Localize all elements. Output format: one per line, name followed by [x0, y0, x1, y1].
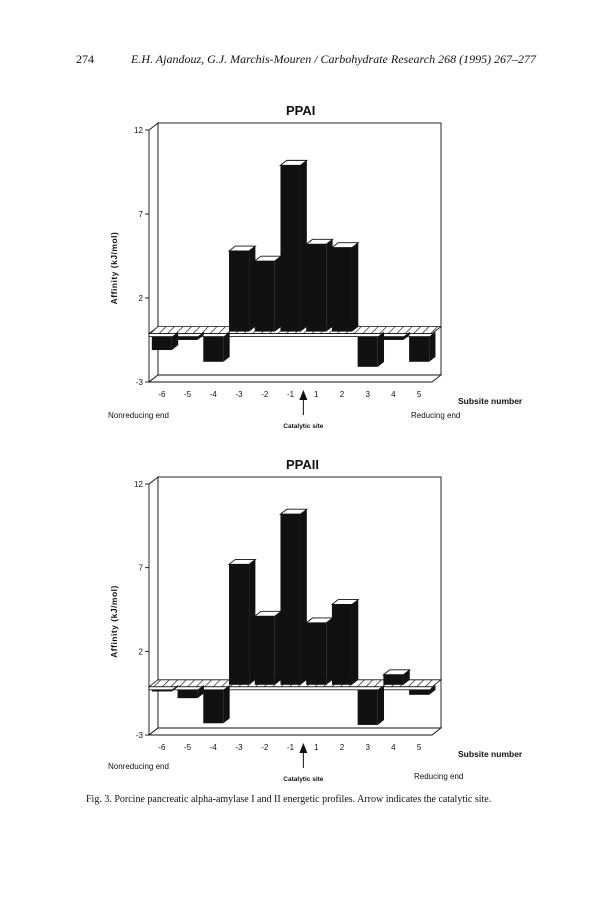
nonreducing-end-label: Nonreducing end [108, 762, 169, 771]
bar [151, 689, 172, 692]
bar [280, 514, 301, 685]
floor [147, 727, 443, 736]
chart-title-ppaii: PPAII [286, 457, 319, 472]
bar-side [197, 684, 204, 699]
bar [254, 261, 275, 332]
bar-side [326, 617, 333, 685]
y-tick-label: 2 [139, 647, 144, 656]
bar-side [377, 331, 385, 367]
bar [177, 689, 198, 699]
catalytic-site-label: Catalytic site [283, 423, 323, 430]
x-tick-label: 5 [417, 390, 422, 399]
reducing-end-label: Reducing end [414, 772, 463, 781]
y-axis-label: Affinity (kJ/mol) [109, 585, 119, 658]
x-tick-label: 3 [365, 743, 370, 752]
x-tick-label: 2 [340, 390, 345, 399]
x-axis-label: Subsite number [458, 749, 523, 759]
bar-side [249, 246, 256, 332]
bar-side [403, 669, 410, 685]
x-tick-label: 5 [417, 743, 422, 752]
bar [331, 604, 352, 685]
bar-side [197, 331, 204, 340]
x-tick-label: -4 [210, 743, 218, 752]
x-tick-label: 1 [314, 390, 319, 399]
x-tick-label: -4 [210, 390, 218, 399]
x-tick-label: -6 [158, 390, 166, 399]
bar [331, 247, 352, 332]
bar [254, 616, 275, 685]
bar-side [223, 684, 230, 724]
reducing-end-label: Reducing end [411, 411, 460, 420]
x-axis-label: Subsite number [458, 396, 523, 406]
x-tick-label: 3 [365, 390, 370, 399]
bar [357, 336, 378, 367]
catalytic-arrow-head [299, 743, 308, 753]
y-tick-label: -3 [136, 731, 144, 740]
bar-side [223, 331, 230, 362]
x-tick-label: -2 [261, 390, 269, 399]
y-tick-label: 7 [139, 210, 144, 219]
x-tick-label: -3 [235, 743, 243, 752]
floor [147, 374, 443, 383]
x-tick-label: 4 [391, 390, 396, 399]
bar-side [300, 509, 307, 685]
zero-plane-front [148, 686, 433, 691]
bar [409, 336, 430, 362]
bar [280, 165, 301, 332]
bar-side [274, 611, 282, 685]
bar-side [377, 684, 385, 725]
y-axis-label: Affinity (kJ/mol) [109, 232, 119, 305]
y-tick-label: 7 [139, 564, 144, 573]
bar [177, 336, 198, 340]
chart-title-ppai: PPAI [286, 103, 316, 118]
bar [229, 564, 250, 685]
x-tick-label: -5 [184, 743, 192, 752]
y-tick-label: 12 [134, 480, 143, 489]
x-tick-label: 4 [391, 743, 396, 752]
y-tick-label: 2 [139, 294, 144, 303]
bar-side [429, 684, 436, 695]
zero-plane-front [148, 333, 433, 338]
bar [357, 689, 378, 725]
bar-side [351, 242, 359, 332]
x-tick-label: 2 [340, 743, 345, 752]
journal-citation: E.H. Ajandouz, G.J. Marchis-Mouren / Car… [131, 52, 537, 66]
page-number: 274 [76, 52, 94, 66]
x-tick-label: 1 [314, 743, 319, 752]
bar [229, 250, 250, 332]
x-tick-label: -5 [184, 390, 192, 399]
bar-side [403, 331, 410, 340]
left-wall [148, 476, 159, 736]
catalytic-site-label: Catalytic site [283, 776, 323, 783]
y-tick-label: 12 [134, 126, 143, 135]
bar-side [429, 331, 436, 362]
bar-side [249, 559, 256, 685]
x-tick-label: -1 [287, 743, 295, 752]
figure-caption: Fig. 3. Porcine pancreatic alpha-amylase… [86, 794, 492, 805]
bar [203, 689, 224, 724]
bar [383, 674, 404, 685]
bar [203, 336, 224, 362]
x-tick-label: -6 [158, 743, 166, 752]
bar-side [171, 331, 179, 351]
bar [151, 336, 172, 351]
bar [409, 689, 430, 695]
bar-side [171, 684, 179, 692]
catalytic-arrow-head [299, 390, 308, 400]
x-tick-label: -1 [287, 390, 295, 399]
x-tick-label: -3 [235, 390, 243, 399]
y-tick-label: -3 [136, 378, 144, 387]
x-tick-label: -2 [261, 743, 269, 752]
bar-side [274, 256, 282, 332]
bar-side [326, 239, 333, 332]
bar-side [351, 599, 359, 685]
bar [306, 622, 327, 685]
bar [306, 244, 327, 332]
nonreducing-end-label: Nonreducing end [108, 411, 169, 420]
bar-side [300, 160, 307, 332]
bar [383, 336, 404, 340]
